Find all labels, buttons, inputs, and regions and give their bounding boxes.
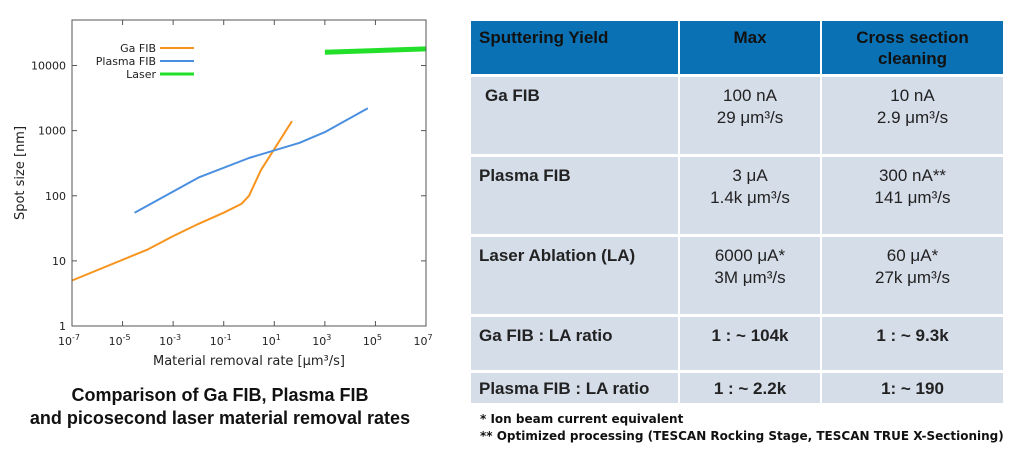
tick-base: 10 bbox=[363, 335, 377, 348]
table-header-row: Sputtering Yield Max Cross section clean… bbox=[471, 21, 1003, 75]
series-line-ga-fib bbox=[71, 120, 293, 282]
tick-base: 10 bbox=[262, 335, 276, 348]
removal-rate-chart: 10-7 10-5 10-3 10-1 101 103 105 107110100100010… bbox=[13, 19, 433, 369]
caption-line-1: Comparison of Ga FIB, Plasma FIB bbox=[71, 385, 369, 405]
tick-exponent: 7 bbox=[427, 333, 432, 342]
cell-line: 6000 μA* bbox=[714, 245, 786, 265]
x-tick-label: 101 bbox=[262, 333, 281, 348]
chart-ticks: 10-7 10-5 10-3 10-1 101 103 105 107110100100010… bbox=[31, 20, 433, 348]
header-sputtering-yield: Sputtering Yield bbox=[471, 21, 679, 75]
legend-label: Ga FIB bbox=[120, 42, 156, 55]
cell-max: 100 nA 29 μm³/s bbox=[678, 73, 821, 155]
tick-base: 10 bbox=[210, 335, 224, 348]
row-label-laser-ablation: Laser Ablation (LA) bbox=[471, 233, 679, 315]
row-label-plasma-la-ratio: Plasma FIB : LA ratio bbox=[471, 369, 679, 403]
series-line-plasma-fib bbox=[134, 107, 369, 214]
x-axis-label: Material removal rate [μm³/s] bbox=[153, 354, 345, 369]
footnotes: * Ion beam current equivalent ** Optimiz… bbox=[480, 411, 1004, 445]
cell-max: 3 μA 1.4k μm³/s bbox=[678, 153, 821, 235]
table-row: Ga FIB 100 nA 29 μm³/s 10 nA 2.9 μm³/s bbox=[471, 73, 1003, 155]
cell-max: 6000 μA* 3M μm³/s bbox=[678, 233, 821, 315]
tick-exponent: -5 bbox=[123, 333, 131, 342]
x-tick-label: 103 bbox=[312, 333, 331, 348]
caption-line-2: and picosecond laser material removal ra… bbox=[29, 408, 411, 428]
tick-base: 10 bbox=[109, 335, 123, 348]
tick-base: 10 bbox=[58, 335, 72, 348]
tick-base: 10 bbox=[159, 335, 173, 348]
cell-line: 3M μm³/s bbox=[714, 267, 786, 287]
row-label-ga-fib: Ga FIB bbox=[471, 73, 679, 155]
header-cs-line-1: Cross section bbox=[856, 28, 969, 47]
cell-line: 1.4k μm³/s bbox=[710, 187, 790, 207]
cell-line: 3 μA bbox=[732, 165, 768, 185]
tick-exponent: -7 bbox=[72, 333, 80, 342]
tick-base: 10 bbox=[413, 335, 427, 348]
sputtering-yield-table: Sputtering Yield Max Cross section clean… bbox=[471, 21, 1003, 403]
chart-series bbox=[71, 46, 427, 282]
cell-cross-section: 1 : ~ 9.3k bbox=[820, 313, 1003, 371]
table-row: Ga FIB : LA ratio 1 : ~ 104k 1 : ~ 9.3k bbox=[471, 313, 1003, 371]
cell-line: 27k μm³/s bbox=[875, 267, 950, 287]
cell-line: 2.9 μm³/s bbox=[876, 107, 949, 127]
y-tick-label: 100 bbox=[45, 190, 66, 203]
x-tick-label: 107 bbox=[413, 333, 432, 348]
cell-cross-section: 300 nA** 141 μm³/s bbox=[820, 153, 1003, 235]
x-tick-label: 10-7 bbox=[58, 333, 80, 348]
y-tick-label: 1 bbox=[59, 320, 66, 333]
header-cross-section-cleaning: Cross section cleaning bbox=[820, 21, 1003, 75]
tick-exponent: 1 bbox=[276, 333, 281, 342]
cell-line: 141 μm³/s bbox=[874, 187, 951, 207]
tick-exponent: 5 bbox=[377, 333, 382, 342]
footnote-optimized: ** Optimized processing (TESCAN Rocking … bbox=[480, 429, 1004, 443]
y-axis-label: Spot size [nm] bbox=[13, 126, 28, 220]
y-tick-label: 10000 bbox=[31, 60, 66, 73]
cell-cross-section: 10 nA 2.9 μm³/s bbox=[820, 73, 1003, 155]
tick-base: 10 bbox=[312, 335, 326, 348]
plot-frame bbox=[71, 19, 427, 327]
tick-exponent: 3 bbox=[326, 333, 331, 342]
legend-label: Laser bbox=[126, 68, 156, 81]
x-tick-label: 105 bbox=[363, 333, 382, 348]
x-tick-label: 10-5 bbox=[109, 333, 131, 348]
y-tick-label: 1000 bbox=[38, 125, 66, 138]
header-max: Max bbox=[678, 21, 821, 75]
row-label-ga-la-ratio: Ga FIB : LA ratio bbox=[471, 313, 679, 371]
x-tick-label: 10-3 bbox=[159, 333, 181, 348]
cell-line: 29 μm³/s bbox=[716, 107, 784, 127]
cell-line: 300 nA** bbox=[878, 165, 947, 185]
cell-cross-section: 1: ~ 190 bbox=[820, 369, 1003, 403]
x-tick-label: 10-1 bbox=[210, 333, 232, 348]
cell-max: 1 : ~ 2.2k bbox=[678, 369, 821, 403]
table-row: Laser Ablation (LA) 6000 μA* 3M μm³/s 60… bbox=[471, 233, 1003, 315]
tick-exponent: -1 bbox=[224, 333, 232, 342]
table-row: Plasma FIB : LA ratio 1 : ~ 2.2k 1: ~ 19… bbox=[471, 369, 1003, 403]
header-cs-line-2: cleaning bbox=[878, 49, 947, 68]
series-line-laser bbox=[324, 46, 427, 55]
cell-cross-section: 60 μA* 27k μm³/s bbox=[820, 233, 1003, 315]
legend-label: Plasma FIB bbox=[96, 55, 156, 68]
table-row: Plasma FIB 3 μA 1.4k μm³/s 300 nA** 141 … bbox=[471, 153, 1003, 235]
tick-exponent: -3 bbox=[173, 333, 181, 342]
cell-line: 100 nA bbox=[723, 85, 777, 105]
footnote-ion-beam: * Ion beam current equivalent bbox=[480, 412, 684, 426]
cell-max: 1 : ~ 104k bbox=[678, 313, 821, 371]
y-tick-label: 10 bbox=[52, 255, 66, 268]
figure-caption: Comparison of Ga FIB, Plasma FIB and pic… bbox=[10, 384, 430, 430]
cell-line: 10 nA bbox=[890, 85, 935, 105]
cell-line: 60 μA* bbox=[886, 245, 939, 265]
row-label-plasma-fib: Plasma FIB bbox=[471, 153, 679, 235]
